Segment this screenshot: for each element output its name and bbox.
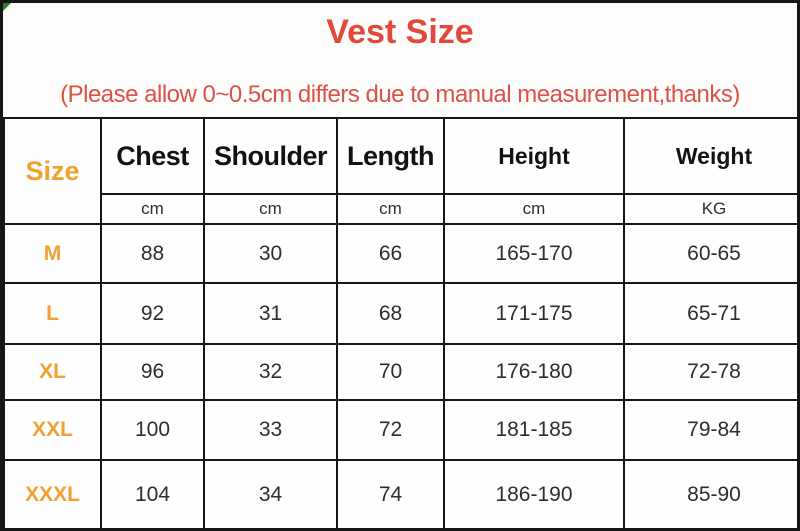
column-header-height: Height	[443, 117, 625, 195]
measurement-note: (Please allow 0~0.5cm differs due to man…	[60, 80, 740, 108]
height-value: 186-190	[443, 459, 625, 528]
length-value: 72	[336, 399, 445, 461]
column-header-size: Size	[3, 117, 102, 225]
length-value: 74	[336, 459, 445, 528]
weight-value: 72-78	[623, 343, 797, 401]
unit-weight: KG	[623, 193, 797, 225]
unit-height: cm	[443, 193, 625, 225]
table-row-xxxl: XXXL 104 34 74 186-190 85-90	[3, 459, 797, 528]
weight-value: 79-84	[623, 399, 797, 461]
page-title: Vest Size	[326, 13, 474, 51]
column-header-weight: Weight	[623, 117, 797, 195]
unit-shoulder: cm	[203, 193, 338, 225]
chest-value: 100	[100, 399, 205, 461]
size-label: M	[3, 223, 102, 284]
table-header-row: Size Chest Shoulder Length Height Weight	[3, 117, 797, 225]
chest-value: 92	[100, 282, 205, 345]
shoulder-value: 31	[203, 282, 338, 345]
table-row-xxl: XXL 100 33 72 181-185 79-84	[3, 399, 797, 461]
chest-value: 104	[100, 459, 205, 528]
chest-value: 88	[100, 223, 205, 284]
column-header-chest: Chest	[100, 117, 205, 195]
weight-value: 65-71	[623, 282, 797, 345]
size-label: XXXL	[3, 459, 102, 528]
table-units-row: cm cm cm cm KG	[4, 193, 797, 225]
size-label: XXL	[3, 399, 102, 461]
length-value: 68	[336, 282, 445, 345]
height-value: 181-185	[443, 399, 625, 461]
height-value: 165-170	[443, 223, 625, 284]
length-value: 66	[336, 223, 445, 284]
unit-chest: cm	[100, 193, 205, 225]
shoulder-value: 34	[203, 459, 338, 528]
shoulder-value: 30	[203, 223, 338, 284]
height-value: 171-175	[443, 282, 625, 345]
shoulder-value: 32	[203, 343, 338, 401]
table-row-m: M 88 30 66 165-170 60-65	[3, 223, 797, 284]
chart-header: Vest Size (Please allow 0~0.5cm differs …	[3, 3, 797, 117]
weight-value: 60-65	[623, 223, 797, 284]
length-value: 70	[336, 343, 445, 401]
weight-value: 85-90	[623, 459, 797, 528]
corner-artifact-triangle	[3, 3, 11, 11]
height-value: 176-180	[443, 343, 625, 401]
size-label: L	[3, 282, 102, 345]
shoulder-value: 33	[203, 399, 338, 461]
column-header-length: Length	[336, 117, 445, 195]
chest-value: 96	[100, 343, 205, 401]
size-label: XL	[3, 343, 102, 401]
table-row-l: L 92 31 68 171-175 65-71	[3, 282, 797, 345]
column-header-shoulder: Shoulder	[203, 117, 338, 195]
table-row-xl: XL 96 32 70 176-180 72-78	[3, 343, 797, 401]
unit-length: cm	[336, 193, 445, 225]
size-table: Size Chest Shoulder Length Height Weight…	[3, 117, 797, 528]
